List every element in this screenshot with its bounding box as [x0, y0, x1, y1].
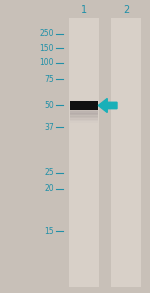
Text: 20: 20: [44, 185, 54, 193]
Bar: [70, 117, 98, 121]
Bar: [70, 119, 98, 122]
Bar: [70, 101, 98, 110]
Text: 100: 100: [39, 59, 54, 67]
Text: 1: 1: [81, 5, 87, 15]
Bar: [70, 113, 98, 117]
Bar: [70, 114, 98, 118]
Text: 2: 2: [123, 5, 129, 15]
Bar: [70, 111, 98, 115]
Text: 150: 150: [39, 44, 54, 53]
Text: 37: 37: [44, 123, 54, 132]
Bar: [70, 110, 98, 114]
Bar: [70, 115, 98, 120]
Text: 25: 25: [44, 168, 54, 177]
Text: 50: 50: [44, 101, 54, 110]
Text: 250: 250: [39, 29, 54, 38]
Bar: [70, 120, 98, 124]
Bar: [69, 18, 99, 287]
Text: 75: 75: [44, 75, 54, 84]
Bar: [111, 18, 141, 287]
FancyArrow shape: [98, 98, 117, 113]
Text: 15: 15: [44, 227, 54, 236]
